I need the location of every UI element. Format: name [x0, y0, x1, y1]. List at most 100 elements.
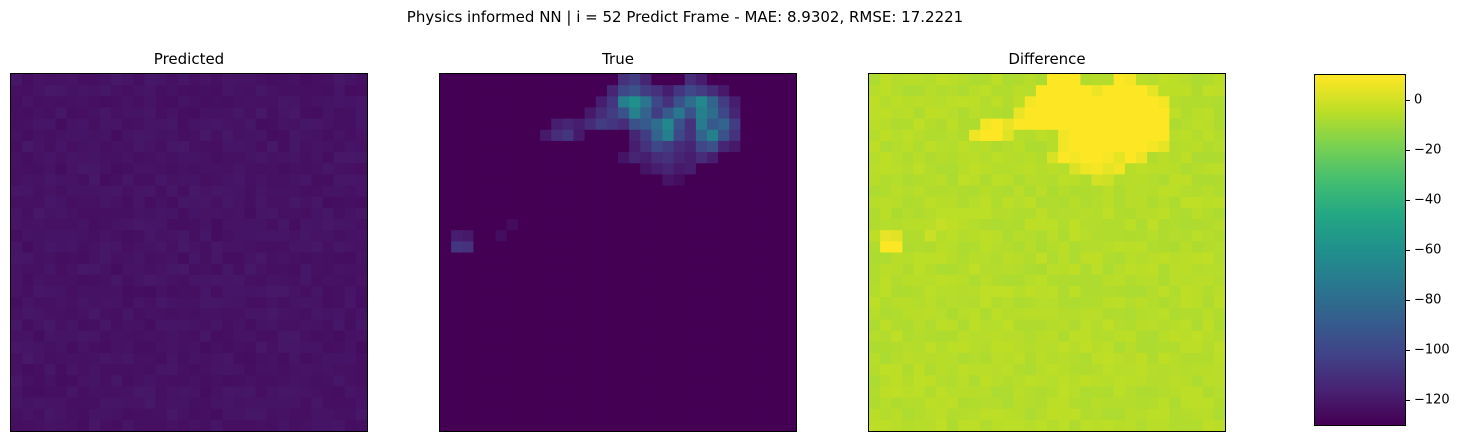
predicted-cell	[244, 330, 257, 343]
true-cell	[784, 341, 796, 354]
difference-cell	[880, 397, 892, 410]
true-cell	[740, 297, 753, 309]
true-cell	[618, 364, 630, 376]
difference-cell	[980, 341, 992, 354]
difference-cell	[1202, 163, 1215, 176]
difference-cell	[1080, 196, 1093, 209]
difference-cell	[946, 397, 959, 410]
true-cell	[618, 297, 630, 309]
true-cell	[440, 74, 452, 86]
difference-cell	[1102, 230, 1115, 242]
difference-cell	[1069, 319, 1081, 332]
difference-cell	[924, 297, 937, 309]
true-cell	[673, 118, 686, 131]
difference-cell	[1147, 308, 1159, 321]
difference-cell	[1169, 297, 1182, 309]
difference-cell	[902, 207, 915, 220]
true-cell	[562, 96, 575, 109]
predicted-cell	[66, 263, 79, 276]
colorbar-tick-label: −40	[1414, 192, 1442, 208]
difference-cell	[1002, 419, 1015, 431]
true-cell	[773, 285, 786, 298]
predicted-cell	[166, 375, 179, 387]
predicted-cell	[289, 341, 301, 354]
true-cell	[662, 352, 675, 365]
true-cell	[440, 308, 452, 321]
true-cell	[473, 285, 486, 298]
predicted-cell	[222, 341, 235, 354]
true-cell	[440, 252, 452, 265]
predicted-cell	[311, 408, 324, 421]
true-cell	[573, 163, 586, 176]
predicted-cell	[278, 163, 290, 176]
predicted-cell	[333, 207, 346, 220]
difference-cell	[1180, 241, 1193, 254]
difference-cell	[1035, 96, 1048, 109]
difference-cell	[924, 196, 937, 209]
difference-cell	[1169, 207, 1182, 220]
true-cell	[662, 207, 675, 220]
difference-cell	[1147, 107, 1159, 120]
predicted-cell	[77, 263, 90, 276]
true-cell	[562, 219, 575, 231]
difference-cell	[891, 163, 903, 176]
true-cell	[762, 263, 775, 276]
true-cell	[495, 308, 508, 321]
true-cell	[540, 274, 552, 287]
true-cell	[695, 118, 708, 131]
true-cell	[751, 152, 764, 164]
difference-cell	[1058, 308, 1070, 321]
true-cell	[651, 397, 664, 410]
difference-cell	[935, 174, 948, 187]
true-cell	[651, 330, 664, 343]
true-cell	[707, 386, 719, 399]
difference-cell	[1024, 96, 1037, 109]
colorbar-segment	[1315, 412, 1405, 416]
difference-cell	[913, 74, 926, 86]
true-cell	[506, 386, 519, 399]
predicted-cell	[211, 107, 223, 120]
true-cell	[773, 219, 786, 231]
difference-cell	[913, 185, 926, 198]
true-cell	[640, 319, 652, 332]
predicted-cell	[33, 129, 45, 142]
predicted-cell	[266, 285, 279, 298]
predicted-cell	[22, 274, 34, 287]
colorbar-segment	[1315, 407, 1405, 411]
difference-cell	[1136, 352, 1148, 365]
true-cell	[573, 219, 586, 231]
difference-cell	[991, 96, 1004, 109]
predicted-cell	[55, 285, 68, 298]
predicted-cell	[278, 230, 290, 242]
true-cell	[551, 219, 563, 231]
predicted-cell	[66, 330, 79, 343]
predicted-cell	[77, 330, 90, 343]
true-cell	[751, 263, 764, 276]
true-cell	[673, 419, 686, 431]
predicted-cell	[244, 375, 257, 387]
difference-cell	[946, 263, 959, 276]
predicted-cell	[66, 230, 79, 242]
true-cell	[540, 163, 552, 176]
predicted-cell	[155, 85, 168, 97]
true-cell	[440, 163, 452, 176]
difference-cell	[1213, 174, 1225, 187]
predicted-cell	[100, 140, 112, 153]
true-cell	[440, 185, 452, 198]
difference-cell	[1091, 252, 1104, 265]
predicted-cell	[311, 207, 324, 220]
predicted-cell	[66, 341, 79, 354]
true-cell	[606, 140, 619, 153]
difference-cell	[1002, 163, 1015, 176]
predicted-cell	[322, 163, 335, 176]
true-cell	[762, 185, 775, 198]
difference-cell	[1002, 219, 1015, 231]
predicted-cell	[189, 319, 201, 332]
difference-cell	[1013, 152, 1026, 164]
predicted-cell	[66, 397, 79, 410]
difference-cell	[880, 285, 892, 298]
true-cell	[684, 397, 697, 410]
difference-cell	[1058, 118, 1070, 131]
difference-cell	[1013, 319, 1026, 332]
predicted-cell	[300, 129, 312, 142]
